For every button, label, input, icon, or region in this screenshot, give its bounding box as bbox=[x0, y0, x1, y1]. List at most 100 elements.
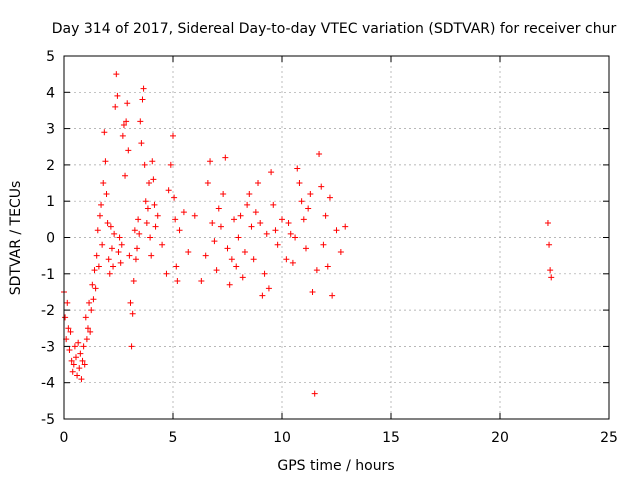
x-tick-label: 10 bbox=[273, 430, 291, 446]
data-point bbox=[91, 267, 98, 274]
data-point bbox=[228, 256, 235, 263]
y-tick-label: 3 bbox=[46, 122, 55, 138]
data-point bbox=[207, 158, 214, 165]
data-point bbox=[268, 169, 275, 176]
data-point bbox=[129, 310, 136, 317]
data-point bbox=[110, 263, 117, 270]
data-point bbox=[296, 180, 303, 187]
data-point bbox=[146, 180, 153, 187]
data-point bbox=[167, 161, 174, 168]
data-point bbox=[139, 96, 146, 103]
data-point bbox=[248, 223, 255, 230]
data-point bbox=[311, 390, 318, 397]
data-point bbox=[265, 285, 272, 292]
data-point bbox=[313, 267, 320, 274]
data-point bbox=[80, 343, 87, 350]
data-point bbox=[185, 249, 192, 256]
x-axis-label: GPS time / hours bbox=[277, 458, 394, 474]
data-point bbox=[69, 368, 76, 375]
data-point bbox=[305, 205, 312, 212]
data-point bbox=[150, 176, 157, 183]
data-point bbox=[101, 129, 108, 136]
data-point bbox=[96, 212, 103, 219]
data-point bbox=[174, 278, 181, 285]
data-point bbox=[235, 234, 242, 241]
data-point bbox=[142, 198, 149, 205]
data-point bbox=[113, 71, 120, 78]
data-point bbox=[171, 194, 178, 201]
data-point bbox=[124, 100, 131, 107]
data-point bbox=[143, 219, 150, 226]
data-point bbox=[108, 245, 115, 252]
data-point bbox=[136, 230, 143, 237]
data-point bbox=[141, 161, 148, 168]
data-point bbox=[98, 201, 105, 208]
data-point bbox=[86, 299, 93, 306]
data-point bbox=[71, 343, 78, 350]
data-point bbox=[126, 252, 133, 259]
y-tick-label: -2 bbox=[41, 303, 55, 319]
data-point bbox=[147, 234, 154, 241]
data-point bbox=[82, 314, 89, 321]
data-point bbox=[90, 296, 97, 303]
x-tick-labels: 0 5 10 15 20 25 bbox=[60, 430, 618, 446]
data-point bbox=[309, 288, 316, 295]
data-point bbox=[217, 223, 224, 230]
data-point bbox=[204, 180, 211, 187]
x-tick-label: 15 bbox=[382, 430, 400, 446]
data-point bbox=[211, 238, 218, 245]
axis-ticks bbox=[63, 55, 610, 420]
data-point bbox=[250, 256, 257, 263]
data-point bbox=[222, 154, 229, 161]
data-point bbox=[285, 219, 292, 226]
data-point bbox=[103, 190, 110, 197]
data-point bbox=[318, 183, 325, 190]
y-tick-label: -5 bbox=[41, 412, 55, 428]
data-point bbox=[127, 299, 134, 306]
data-point bbox=[104, 219, 111, 226]
data-point bbox=[83, 336, 90, 343]
data-point bbox=[138, 140, 145, 147]
data-point bbox=[329, 292, 336, 299]
data-point bbox=[173, 263, 180, 270]
y-tick-label: 5 bbox=[46, 49, 55, 65]
data-point bbox=[131, 227, 138, 234]
data-point bbox=[68, 357, 75, 364]
data-point bbox=[220, 190, 227, 197]
data-point bbox=[118, 241, 125, 248]
data-point bbox=[62, 314, 69, 321]
x-tick-label: 0 bbox=[60, 430, 69, 446]
data-point bbox=[106, 270, 113, 277]
data-point bbox=[180, 209, 187, 216]
data-point bbox=[140, 85, 147, 92]
data-point bbox=[114, 92, 121, 99]
y-tick-labels: -5 -4 -3 -2 -1 0 1 2 3 4 5 bbox=[41, 49, 55, 428]
data-point bbox=[116, 234, 123, 241]
data-point bbox=[172, 216, 179, 223]
data-point bbox=[72, 354, 79, 361]
y-tick-label: 0 bbox=[46, 231, 55, 247]
data-point bbox=[244, 201, 251, 208]
data-point bbox=[209, 219, 216, 226]
data-point bbox=[294, 165, 301, 172]
data-point bbox=[246, 190, 253, 197]
data-point bbox=[65, 325, 72, 332]
data-point bbox=[115, 249, 122, 256]
data-point bbox=[111, 230, 118, 237]
data-point bbox=[107, 223, 114, 230]
data-point bbox=[125, 147, 132, 154]
data-point bbox=[76, 365, 83, 372]
data-points bbox=[61, 71, 555, 397]
data-point bbox=[78, 376, 85, 383]
data-point bbox=[159, 241, 166, 248]
data-point bbox=[87, 328, 94, 335]
y-tick-label: 4 bbox=[46, 85, 55, 101]
data-point bbox=[224, 245, 231, 252]
data-point bbox=[333, 227, 340, 234]
data-point bbox=[100, 180, 107, 187]
data-point bbox=[77, 350, 84, 357]
data-point bbox=[233, 263, 240, 270]
data-point bbox=[154, 212, 161, 219]
data-point bbox=[105, 256, 112, 263]
